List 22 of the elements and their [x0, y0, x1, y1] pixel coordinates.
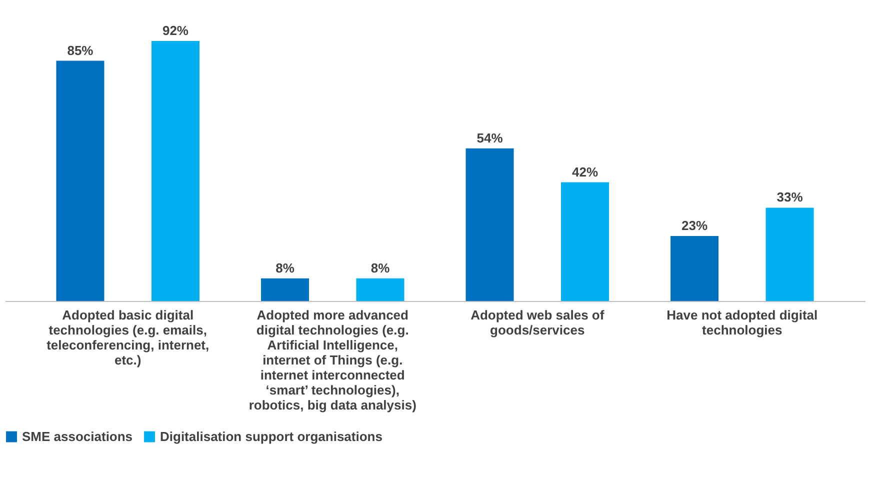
bar	[466, 148, 514, 301]
data-label: 54%	[476, 130, 504, 146]
x-tick-label: Adopted basic digital technologies (e.g. emails, teleconferencing, internet, etc.)	[46, 308, 210, 368]
legend-label: Digitalisation support organisations	[160, 428, 382, 444]
data-label: 8%	[370, 260, 390, 276]
bar	[670, 236, 719, 301]
data-label: 85%	[67, 42, 94, 58]
legend-label: SME associations	[22, 428, 133, 444]
data-label: 92%	[162, 23, 189, 38]
x-tick-label: Adopted web sales of goods/services	[470, 308, 605, 338]
data-label: 8%	[276, 260, 295, 276]
bar	[561, 182, 609, 301]
data-label: 42%	[572, 164, 598, 180]
x-tick-label: Have not adopted digital technologies	[666, 308, 818, 338]
data-label: 23%	[682, 218, 708, 233]
x-tick-label: Adopted more advanced digital technologies (e.g. Artificial Intelligence, internet of Things (e.g. internet interconnected ‘smart’ technologies), robotics, big data analysis)	[248, 308, 416, 412]
bar	[356, 278, 404, 301]
bar	[151, 41, 200, 301]
data-label: 33%	[776, 190, 804, 205]
bar	[56, 60, 104, 301]
bar	[766, 208, 814, 301]
bar	[261, 278, 309, 301]
